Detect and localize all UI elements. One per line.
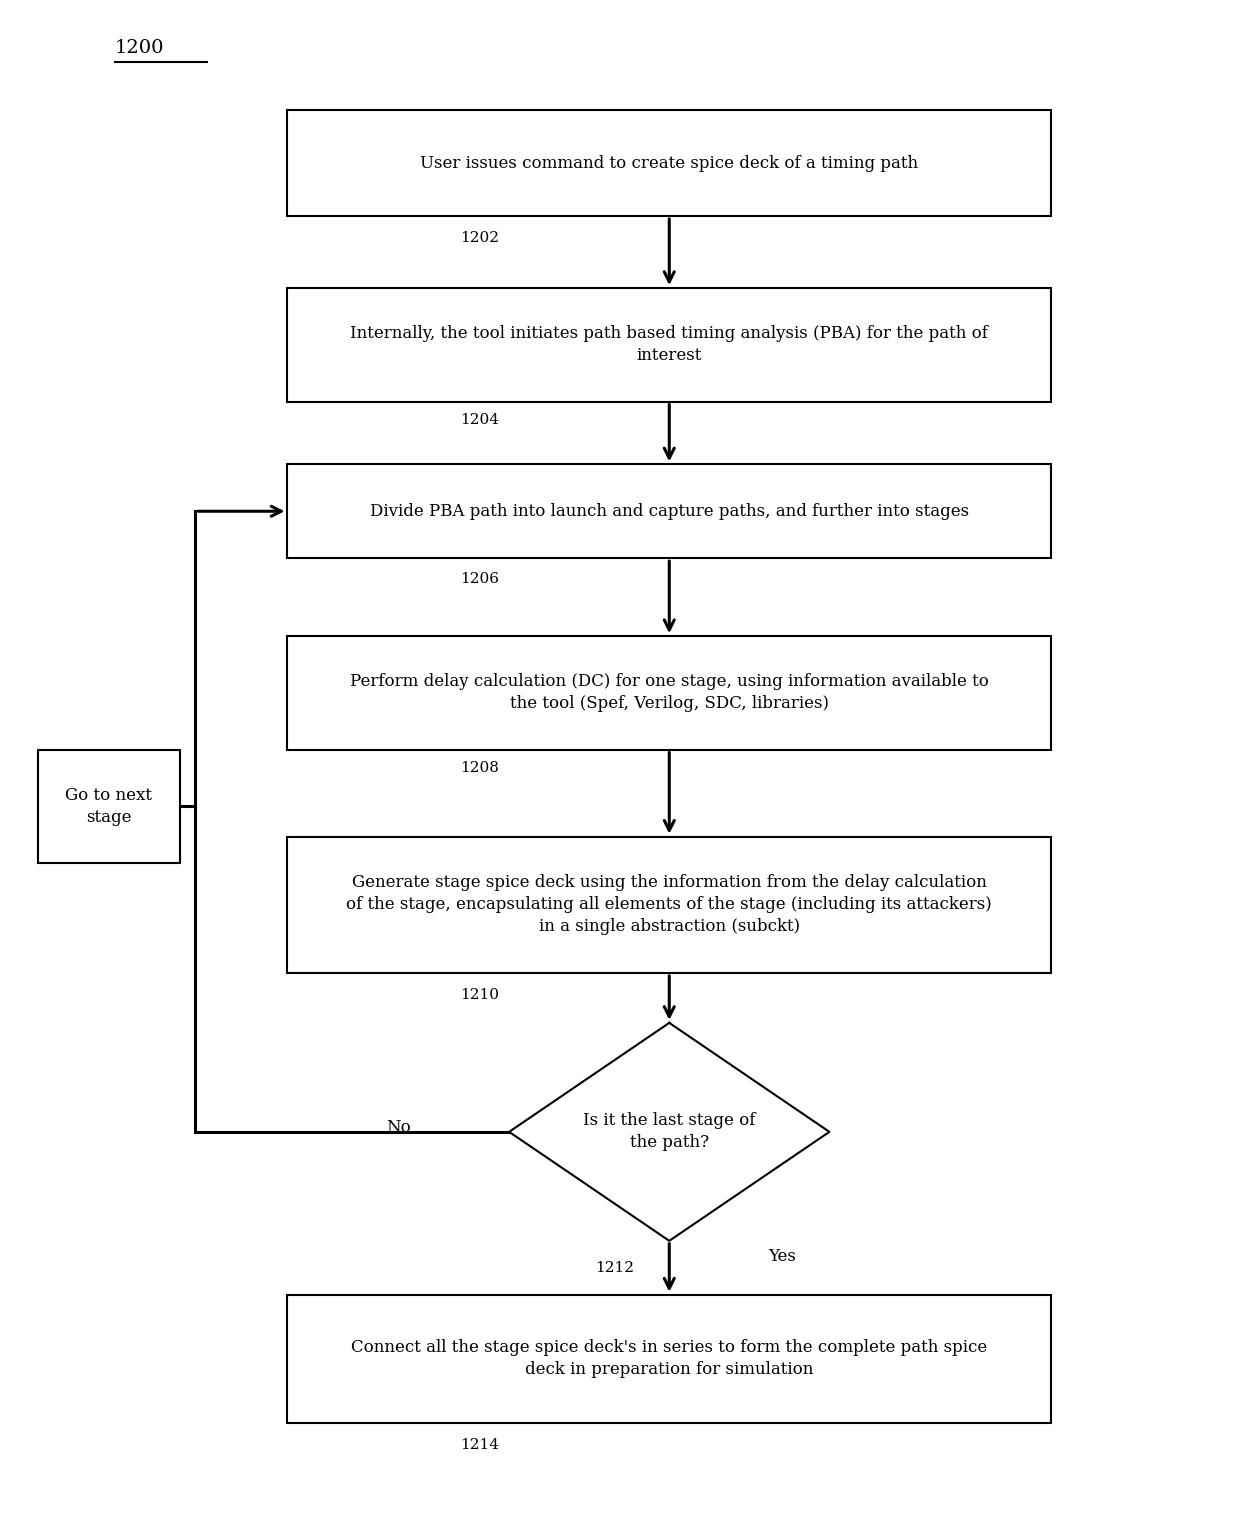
- Text: 1206: 1206: [460, 572, 498, 586]
- Text: 1212: 1212: [595, 1260, 635, 1274]
- FancyBboxPatch shape: [288, 837, 1052, 973]
- Text: 1214: 1214: [460, 1438, 498, 1452]
- Text: Connect all the stage spice deck's in series to form the complete path spice
dec: Connect all the stage spice deck's in se…: [351, 1339, 987, 1379]
- Text: No: No: [386, 1119, 410, 1135]
- Text: 1204: 1204: [460, 412, 498, 426]
- Text: Yes: Yes: [768, 1248, 796, 1265]
- Text: 1200: 1200: [115, 40, 165, 58]
- Text: Internally, the tool initiates path based timing analysis (PBA) for the path of
: Internally, the tool initiates path base…: [351, 326, 988, 364]
- Text: Go to next
stage: Go to next stage: [66, 787, 153, 826]
- FancyBboxPatch shape: [288, 110, 1052, 216]
- FancyBboxPatch shape: [288, 464, 1052, 559]
- FancyBboxPatch shape: [38, 750, 180, 863]
- FancyBboxPatch shape: [288, 1295, 1052, 1423]
- Text: 1208: 1208: [460, 761, 498, 775]
- Text: 1210: 1210: [460, 988, 498, 1001]
- Text: Generate stage spice deck using the information from the delay calculation
of th: Generate stage spice deck using the info…: [346, 874, 992, 936]
- Text: Perform delay calculation (DC) for one stage, using information available to
the: Perform delay calculation (DC) for one s…: [350, 673, 988, 712]
- Text: 1202: 1202: [460, 231, 498, 245]
- Text: Is it the last stage of
the path?: Is it the last stage of the path?: [583, 1113, 755, 1152]
- Text: Divide PBA path into launch and capture paths, and further into stages: Divide PBA path into launch and capture …: [370, 502, 968, 519]
- Text: User issues command to create spice deck of a timing path: User issues command to create spice deck…: [420, 155, 919, 172]
- FancyBboxPatch shape: [288, 636, 1052, 750]
- FancyBboxPatch shape: [288, 288, 1052, 402]
